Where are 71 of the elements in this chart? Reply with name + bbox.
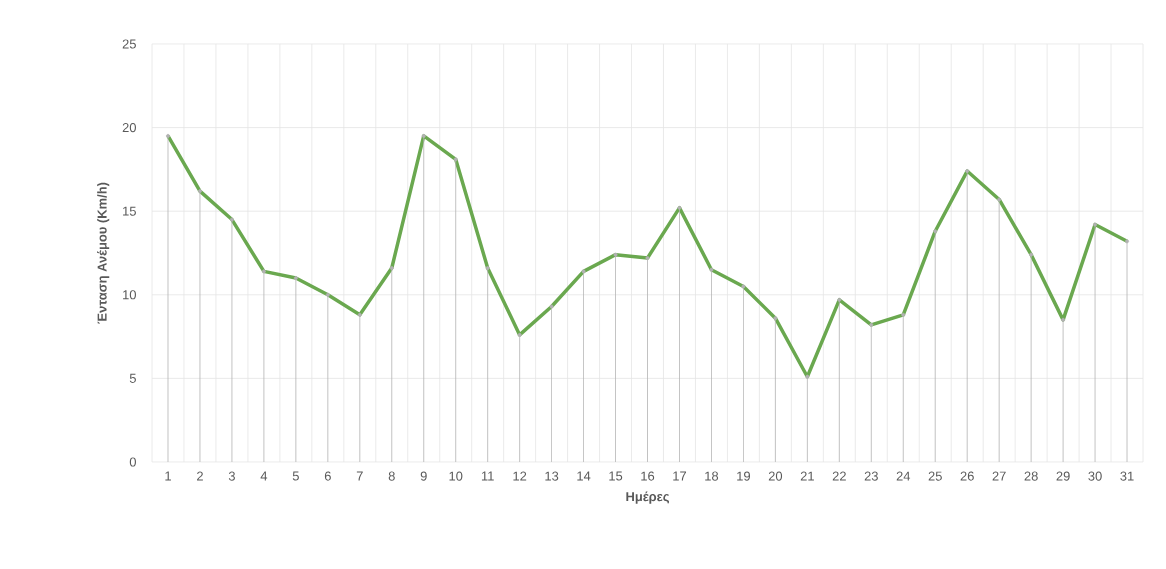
x-tick-label: 9 xyxy=(420,471,427,481)
point xyxy=(453,157,458,162)
y-tick-label: 20 xyxy=(122,123,136,133)
x-tick-label: 30 xyxy=(1088,471,1102,481)
point xyxy=(709,267,714,272)
point xyxy=(741,284,746,289)
x-tick-label: 7 xyxy=(356,471,363,481)
x-tick-label: 5 xyxy=(292,471,299,481)
point xyxy=(933,229,938,234)
x-tick-label: 19 xyxy=(737,471,751,481)
point xyxy=(837,297,842,302)
x-tick-label: 25 xyxy=(928,471,942,481)
line-series xyxy=(166,134,1129,379)
y-axis-title: Ένταση Ανέμου (Km/h) xyxy=(97,182,110,324)
x-tick-label: 10 xyxy=(449,471,463,481)
point xyxy=(613,252,618,257)
x-tick-label: 16 xyxy=(641,471,655,481)
y-tick-label: 0 xyxy=(129,457,136,467)
x-tick-label: 31 xyxy=(1120,471,1134,481)
point xyxy=(1125,239,1130,244)
x-tick-label: 2 xyxy=(197,471,203,481)
point xyxy=(773,316,778,321)
point xyxy=(869,322,874,327)
x-tick-label: 26 xyxy=(960,471,974,481)
point xyxy=(325,292,330,297)
point xyxy=(197,189,202,194)
point xyxy=(485,266,490,271)
x-tick-label: 17 xyxy=(673,471,687,481)
point xyxy=(581,269,586,274)
point xyxy=(965,169,970,174)
point xyxy=(517,332,522,337)
x-axis-title: Ημέρες xyxy=(626,491,670,504)
point xyxy=(901,312,906,317)
x-tick-label: 28 xyxy=(1024,471,1038,481)
x-tick-label: 24 xyxy=(896,471,911,481)
point xyxy=(229,217,234,222)
y-tick-label: 15 xyxy=(123,206,136,216)
point xyxy=(1029,252,1034,257)
x-tick-label: 6 xyxy=(324,471,331,481)
point xyxy=(293,276,298,281)
x-tick-label: 23 xyxy=(864,471,878,481)
x-tick-label: 11 xyxy=(481,471,494,481)
point xyxy=(261,269,266,274)
y-tick-label: 25 xyxy=(122,39,136,49)
point xyxy=(357,312,362,317)
y-tick-label: 10 xyxy=(123,290,136,300)
x-tick-label: 22 xyxy=(832,471,846,481)
x-tick-label: 4 xyxy=(260,471,268,481)
point xyxy=(166,133,170,138)
x-tick-label: 12 xyxy=(513,471,527,481)
x-tick-label: 8 xyxy=(388,471,395,481)
x-tick-label: 14 xyxy=(577,471,591,481)
point xyxy=(389,266,394,271)
x-tick-label: 29 xyxy=(1056,471,1070,481)
point xyxy=(549,304,554,309)
x-tick-label: 3 xyxy=(228,471,235,481)
x-tick-label: 18 xyxy=(705,471,719,481)
x-tick-label: 21 xyxy=(800,471,814,481)
x-tick-label: 20 xyxy=(768,471,783,481)
point xyxy=(1093,222,1098,227)
x-tick-label: 27 xyxy=(992,471,1006,481)
y-tick-label: 5 xyxy=(129,373,136,383)
point xyxy=(421,133,426,138)
point xyxy=(997,197,1002,202)
point xyxy=(677,205,682,210)
point xyxy=(1061,317,1066,322)
point xyxy=(645,255,650,260)
x-tick-label: 13 xyxy=(545,471,559,481)
x-tick-label: 15 xyxy=(609,471,623,481)
x-tick-label: 1 xyxy=(165,471,171,481)
point xyxy=(805,374,810,379)
